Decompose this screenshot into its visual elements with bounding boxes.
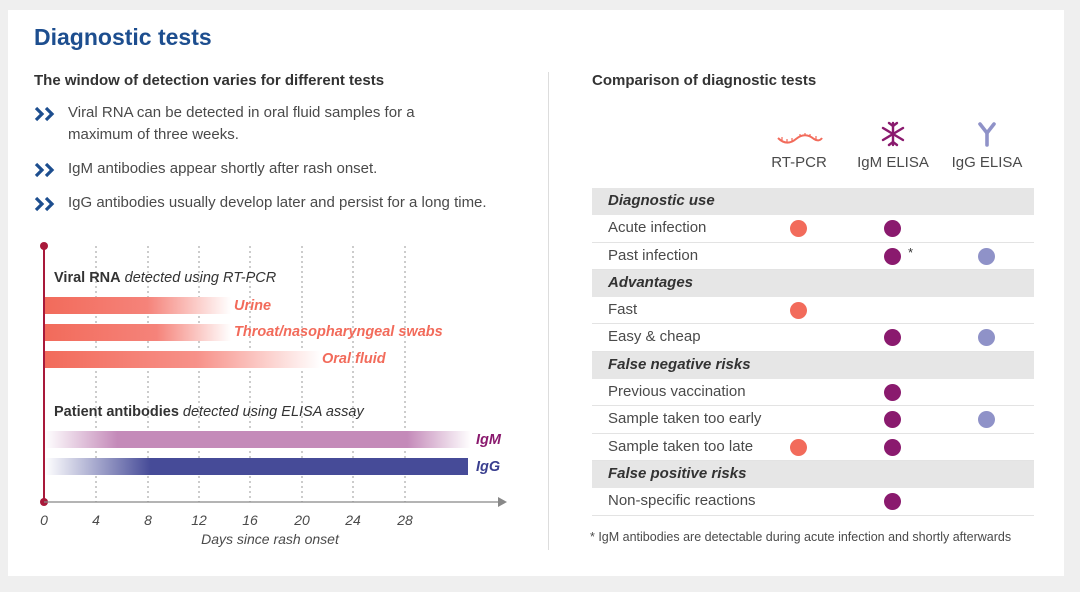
igm-antibody-icon [881,121,905,147]
tick-label: 12 [191,512,207,528]
double-chevron-icon [34,196,55,212]
row-label: Easy & cheap [608,328,701,346]
row-label: Sample taken too early [608,410,762,428]
table-row: Non-specific reactions [592,488,1034,516]
mark-dot [883,411,901,429]
antibody-heading-bold: Patient antibodies [54,404,179,420]
table-category-row: False negative risks [592,351,1034,380]
mark-dot [883,329,901,347]
axis-top-dot [40,242,48,250]
bar-label-oral: Oral fluid [322,351,387,367]
mark-dot [883,493,901,511]
category-label: Advantages [608,273,694,291]
left-heading: The window of detection varies for diffe… [34,72,385,89]
rna-heading: Viral RNA detected using RT-PCR [54,270,277,286]
column-label: IgM ELISA [857,154,929,171]
mark-dot [789,220,807,238]
igg-antibody-icon [978,122,996,147]
column-label: RT-PCR [771,154,827,171]
bar-label-urine: Urine [234,298,271,314]
table-category-row: Diagnostic use [592,188,1034,216]
bullet-text: IgG antibodies usually develop later and… [68,194,487,211]
table-row: Sample taken too late [592,434,1034,461]
x-axis-arrow [498,497,507,507]
tick-label: 20 [293,512,310,528]
table-row: Sample taken too early [592,406,1034,434]
row-label: Fast [608,301,638,319]
bullet-text-line1: Viral RNA can be detected in oral fluid … [68,104,415,121]
category-label: Diagnostic use [608,192,715,209]
column-label: IgG ELISA [951,154,1023,171]
bullet-text: IgM antibodies appear shortly after rash… [68,160,378,177]
bar-igg [45,458,468,475]
column-divider [548,72,549,550]
bar-throat-swabs [45,324,231,341]
mark-dot [977,329,995,347]
column-header-rt-pcr: RT-PCR [754,120,844,171]
antibody-heading-rest: detected using ELISA assay [179,404,365,420]
tick-label: 0 [40,512,48,528]
column-header-igm-elisa: IgM ELISA [848,120,938,171]
bar-label-igg: IgG [476,459,500,475]
table-category-row: False positive risks [592,460,1034,489]
double-chevron-icon [34,106,55,122]
x-axis-label: Days since rash onset [201,531,340,547]
table-row: Easy & cheap [592,324,1034,352]
asterisk-note: * [908,244,914,260]
row-label: Non-specific reactions [608,492,756,510]
mark-dot [977,411,995,429]
category-label: False positive risks [608,464,747,482]
bullet-item: IgM antibodies appear shortly after rash… [34,158,504,180]
mark-dot [789,438,807,456]
tick-label: 24 [344,512,361,528]
tick-label: 16 [242,512,258,528]
bullet-text-line2: maximum of three weeks. [68,126,239,143]
row-label: Sample taken too late [608,437,754,455]
bar-urine [45,297,231,314]
tick-label: 8 [144,512,152,528]
bullet-item: IgG antibodies usually develop later and… [34,192,504,214]
bar-label-throat: Throat/nasopharyngeal swabs [234,324,443,340]
tick-label: 4 [92,512,100,528]
detection-timeline: 0 4 8 12 16 20 24 28 Days since rash ons… [40,242,507,547]
mark-dot [883,384,901,402]
bullet-list: Viral RNA can be detected in oral fluid … [34,102,504,226]
mark-dot [883,220,901,238]
mark-dot [977,247,995,265]
infographic-card: Diagnostic tests The window of detection… [8,10,1064,576]
row-label: Past infection [608,246,699,264]
table-row: Fast [592,297,1034,325]
mark-dot [883,247,901,265]
column-header-igg-elisa: IgG ELISA [942,120,1032,171]
bar-label-igm: IgM [476,432,502,448]
row-label: Previous vaccination [608,383,746,401]
category-label: False negative risks [608,355,751,373]
table-category-row: Advantages [592,269,1034,298]
double-chevron-icon [34,162,55,178]
mark-dot [789,302,807,320]
rna-strand-icon [777,133,823,144]
table-row: Previous vaccination [592,379,1034,407]
table-row: Acute infection [592,215,1034,243]
tick-label: 28 [396,512,413,528]
row-label: Acute infection [608,219,707,237]
mark-dot [883,438,901,456]
table-row: Past infection * [592,243,1034,270]
comparison-table: Diagnostic use Acute infection Past infect… [592,188,1034,516]
antibody-heading: Patient antibodies detected using ELISA … [54,404,364,420]
page-title: Diagnostic tests [34,24,212,50]
footnote: * IgM antibodies are detectable during a… [590,530,1012,544]
bullet-item: Viral RNA can be detected in oral fluid … [34,102,504,146]
bar-oral-fluid [45,351,321,368]
comparison-heading: Comparison of diagnostic tests [592,72,817,89]
rna-heading-rest: detected using RT-PCR [121,270,277,286]
rna-heading-bold: Viral RNA [54,270,121,286]
bar-igm [45,431,471,448]
